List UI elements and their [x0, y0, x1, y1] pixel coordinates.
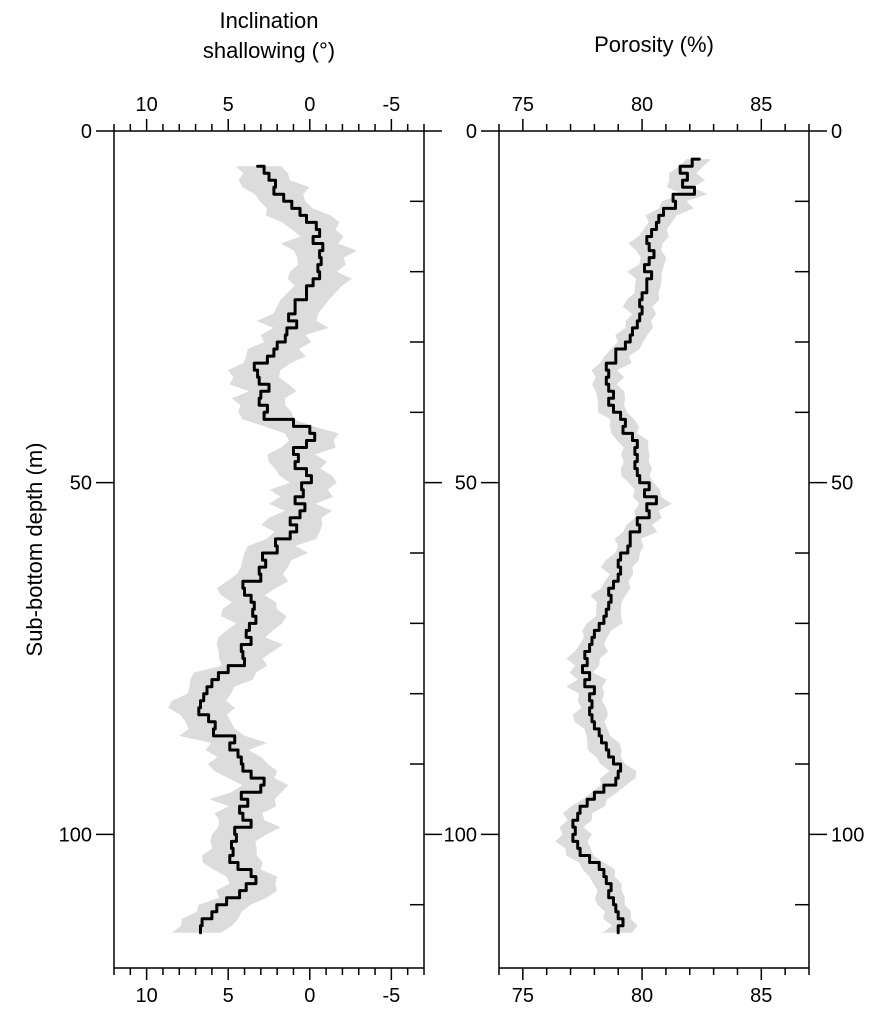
- x-axis-title: Porosity (%): [594, 32, 714, 57]
- y-tick-label: 0: [81, 121, 92, 143]
- uncertainty-band: [555, 159, 711, 933]
- x-tick-label-top: 80: [631, 94, 653, 116]
- x-tick-label-bottom: 0: [304, 985, 315, 1007]
- x-tick-label-bottom: 5: [223, 985, 234, 1007]
- y-tick-label-right: 0: [831, 121, 842, 143]
- y-tick-label: 50: [455, 473, 477, 495]
- y-tick-label: 100: [444, 824, 477, 846]
- x-tick-label-top: 10: [136, 94, 158, 116]
- data-line: [571, 157, 701, 935]
- x-tick-label-bottom: 80: [631, 985, 653, 1007]
- y-tick-label: 50: [70, 473, 92, 495]
- panel-1: 05010010105500-5-5Inclinationshallowing …: [22, 8, 442, 1007]
- x-tick-label-top: 75: [512, 94, 534, 116]
- x-axis-title: Inclination: [219, 8, 318, 33]
- x-tick-label-bottom: -5: [382, 985, 400, 1007]
- y-tick-label-right: 100: [831, 824, 864, 846]
- y-tick-label-right: 50: [831, 473, 853, 495]
- panel-2: 0 0 50 50 100 100 75 75 80 80 85 85 Porosity (%): [444, 32, 865, 1007]
- x-tick-label-top: 85: [750, 94, 772, 116]
- x-tick-label-top: -5: [382, 94, 400, 116]
- data-line: [197, 164, 325, 935]
- x-axis-title: shallowing (°): [203, 38, 335, 63]
- y-tick-label: 100: [59, 824, 92, 846]
- x-tick-label-bottom: 75: [512, 985, 534, 1007]
- x-tick-label-top: 0: [304, 94, 315, 116]
- x-tick-label-bottom: 10: [136, 985, 158, 1007]
- y-tick-label: 0: [466, 121, 477, 143]
- x-tick-label-top: 5: [223, 94, 234, 116]
- y-axis-title: Sub-bottom depth (m): [22, 443, 47, 657]
- uncertainty-band: [168, 166, 357, 933]
- x-tick-label-bottom: 85: [750, 985, 772, 1007]
